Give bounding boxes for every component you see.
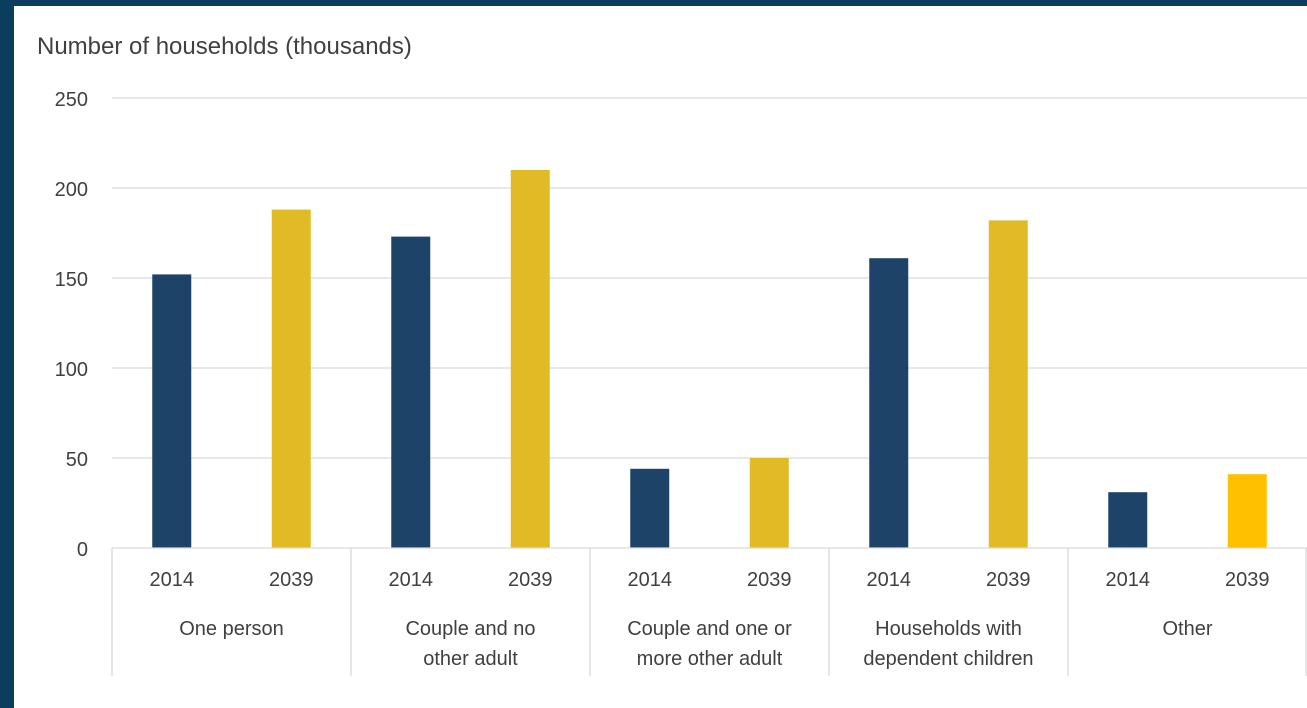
- x-tick-label: 2039: [986, 569, 1031, 591]
- x-tick-label: 2014: [150, 569, 195, 591]
- bar-2039: [749, 458, 789, 548]
- x-tick-label: 2014: [389, 569, 434, 591]
- y-tick-label: 250: [55, 89, 88, 111]
- category-label: Households with: [875, 618, 1022, 640]
- y-axis-title: Number of households (thousands): [37, 33, 412, 60]
- x-axis: 2014 2039 One person 2014 2039 Couple and no o…: [111, 547, 1307, 676]
- category-label: other adult: [423, 648, 518, 670]
- y-tick-label: 50: [66, 449, 88, 471]
- y-tick-labels: 0 50 100 150 200 250: [55, 89, 88, 561]
- y-tick-label: 200: [55, 179, 88, 201]
- bar-2039: [271, 209, 311, 548]
- bar-2039: [988, 220, 1028, 548]
- bar-2014: [630, 468, 670, 548]
- category-label: Couple and no: [405, 618, 535, 640]
- x-tick-label: 2039: [269, 569, 314, 591]
- category-label: dependent children: [863, 648, 1033, 670]
- category-label: One person: [179, 618, 284, 640]
- bar-2014: [391, 236, 431, 548]
- category-label: Other: [1162, 618, 1212, 640]
- bar-2014: [152, 274, 192, 548]
- category-label: Couple and one or: [627, 618, 792, 640]
- bar-2039: [510, 170, 550, 548]
- y-tick-label: 0: [77, 539, 88, 561]
- x-tick-label: 2014: [867, 569, 912, 591]
- x-tick-label: 2014: [1106, 569, 1151, 591]
- x-tick-label: 2014: [628, 569, 673, 591]
- bar-2039: [1227, 474, 1267, 548]
- chart-frame: Number of households (thousands) 0 50 100 1…: [14, 6, 1307, 708]
- y-tick-label: 100: [55, 359, 88, 381]
- y-tick-label: 150: [55, 269, 88, 291]
- gridlines: [112, 97, 1307, 459]
- x-tick-label: 2039: [508, 569, 553, 591]
- x-tick-label: 2039: [747, 569, 792, 591]
- bar-2014: [1108, 492, 1148, 548]
- bar-2014: [869, 258, 909, 548]
- bar-chart: Number of households (thousands) 0 50 100 1…: [37, 33, 1307, 676]
- category-label: more other adult: [637, 648, 783, 670]
- bars: [152, 170, 1267, 548]
- x-tick-label: 2039: [1225, 569, 1270, 591]
